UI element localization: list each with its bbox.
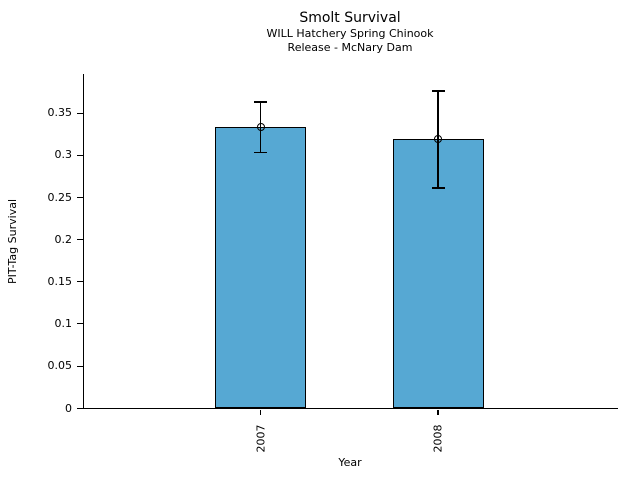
y-axis-tick bbox=[76, 196, 83, 198]
x-axis-tick-label: 2007 bbox=[239, 416, 283, 460]
y-axis-tick bbox=[76, 154, 83, 156]
y-axis-tick bbox=[76, 112, 83, 114]
y-axis-tick-label: 0 bbox=[65, 401, 72, 415]
y-axis-title: PIT-Tag Survival bbox=[2, 156, 22, 326]
plot-area: 0 0.05 0.1 0.15 0.2 0.25 0.3 0.35 2007 2008 bbox=[48, 74, 618, 452]
x-axis-tick-label-text: 2008 bbox=[431, 424, 445, 452]
error-bar-cap bbox=[254, 101, 267, 103]
y-axis-tick-label: 0.1 bbox=[54, 317, 73, 331]
y-axis-tick-label: 0.05 bbox=[47, 359, 73, 373]
error-bar-cap bbox=[431, 90, 445, 92]
y-axis-tick-label: 0.2 bbox=[54, 232, 73, 246]
point-estimate-marker bbox=[256, 123, 265, 132]
point-estimate-marker bbox=[434, 134, 442, 143]
chart-subtitle-line-2: Release - McNary Dam bbox=[287, 41, 413, 54]
y-axis-tick bbox=[76, 365, 83, 367]
x-axis-tick-label-text: 2007 bbox=[254, 424, 267, 452]
y-axis-tick bbox=[76, 239, 83, 241]
y-axis-tick-label: 0.35 bbox=[47, 106, 73, 120]
y-axis-title-text: PIT-Tag Survival bbox=[5, 198, 19, 284]
y-axis-tick bbox=[76, 323, 83, 325]
x-axis-title: Year bbox=[338, 456, 362, 469]
x-axis-tick-label: 2008 bbox=[416, 416, 460, 460]
chart-subtitle-line-1: WILL Hatchery Spring Chinook bbox=[266, 27, 434, 40]
error-bar-cap bbox=[254, 151, 267, 154]
y-axis-tick-label: 0.3 bbox=[54, 148, 73, 162]
chart-title: Smolt Survival bbox=[299, 10, 401, 26]
x-axis-tick bbox=[437, 409, 439, 415]
bar-2007 bbox=[215, 127, 306, 408]
y-axis-tick-label: 0.25 bbox=[47, 190, 73, 204]
x-axis-tick bbox=[259, 409, 262, 415]
y-axis-tick-label: 0.15 bbox=[47, 275, 73, 288]
error-bar-cap bbox=[431, 187, 445, 189]
y-axis-tick bbox=[76, 407, 83, 409]
chart-title-block: Smolt Survival WILL Hatchery Spring Chin… bbox=[83, 9, 617, 55]
y-axis-tick bbox=[76, 281, 83, 283]
